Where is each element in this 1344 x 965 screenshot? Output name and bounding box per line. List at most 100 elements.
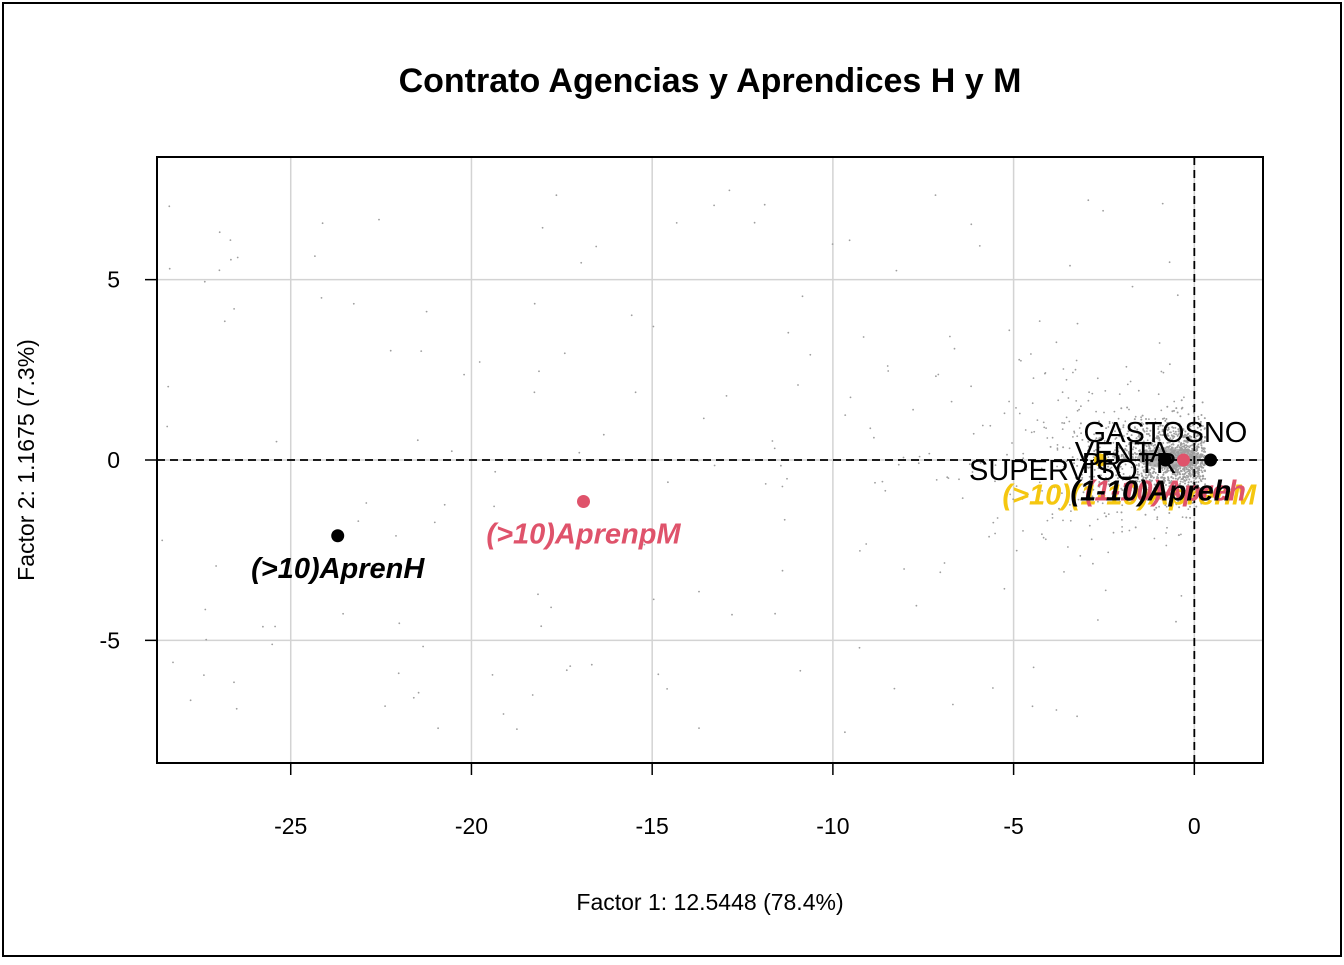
cloud-point: [1197, 418, 1200, 420]
cloud-point: [1137, 443, 1140, 446]
cloud-point: [1157, 441, 1159, 444]
cloud-point: [1031, 469, 1034, 472]
cloud-point: [1041, 490, 1043, 492]
cloud-point: [1125, 445, 1128, 447]
cloud-point: [1180, 595, 1183, 597]
cloud-point: [1081, 467, 1084, 470]
cloud-point: [233, 681, 235, 684]
cloud-point: [1098, 446, 1101, 449]
cloud-point: [1187, 448, 1189, 451]
cloud-point: [1181, 494, 1184, 497]
cloud-point: [1121, 478, 1124, 481]
cloud-point: [1147, 494, 1150, 497]
cloud-point: [1139, 437, 1141, 440]
cloud-point: [1185, 444, 1188, 447]
cloud-point: [602, 433, 605, 436]
cloud-point: [1197, 434, 1200, 437]
cloud-point: [1138, 449, 1141, 452]
cloud-point: [971, 471, 974, 473]
cloud-point: [1157, 425, 1160, 428]
cloud-point: [970, 385, 972, 388]
cloud-point: [1166, 429, 1169, 432]
cloud-point: [1142, 441, 1145, 444]
cloud-point: [433, 521, 436, 524]
cloud-point: [578, 451, 581, 454]
cloud-point: [230, 258, 232, 261]
cloud-point: [1110, 498, 1113, 500]
cloud-point: [1113, 455, 1116, 458]
cloud-point: [996, 517, 999, 519]
cloud-point: [1190, 490, 1193, 493]
cloud-point: [1161, 430, 1164, 433]
x-tick-label-4: -5: [1003, 813, 1023, 839]
cloud-point: [1152, 444, 1155, 447]
cloud-point: [1134, 439, 1137, 442]
cloud-point: [1185, 516, 1188, 519]
cloud-point: [1123, 440, 1126, 443]
cloud-point: [1200, 469, 1203, 472]
cloud-point: [1087, 399, 1090, 402]
cloud-point: [1134, 447, 1137, 450]
cloud-point: [1153, 508, 1156, 511]
cloud-point: [884, 489, 887, 492]
cloud-point: [1203, 427, 1206, 430]
cloud-point: [1061, 492, 1063, 495]
cloud-point: [1196, 493, 1199, 496]
cloud-point: [1161, 469, 1164, 471]
cloud-point: [764, 483, 767, 485]
cloud-point: [858, 646, 861, 649]
cloud-point: [1199, 420, 1202, 423]
cloud-point: [1179, 415, 1182, 418]
cloud-point: [1203, 440, 1206, 443]
cloud-point: [1152, 470, 1155, 473]
cloud-point: [1111, 482, 1113, 484]
cloud-point: [1116, 480, 1119, 483]
cloud-point: [1187, 432, 1190, 435]
cloud-point: [1128, 408, 1130, 411]
cloud-point: [1145, 495, 1148, 498]
cloud-point: [873, 436, 875, 439]
cloud-point: [1076, 458, 1079, 460]
cloud-point: [1152, 477, 1155, 479]
cloud-point: [1191, 501, 1194, 504]
cloud-point: [1204, 485, 1207, 488]
cloud-point: [1189, 435, 1192, 438]
cloud-point: [1185, 468, 1188, 471]
cloud-point: [1117, 417, 1120, 420]
cloud-point: [1022, 452, 1025, 455]
cloud-point: [1168, 497, 1171, 500]
cloud-point: [771, 440, 774, 442]
cloud-point: [1199, 479, 1202, 481]
cloud-point: [1088, 391, 1090, 394]
cloud-point: [979, 461, 982, 464]
cloud-point: [1182, 481, 1184, 483]
cloud-point: [1146, 476, 1149, 479]
cloud-point: [763, 203, 766, 206]
cloud-point: [1031, 402, 1034, 405]
cloud-point: [1049, 445, 1052, 448]
cloud-point: [1142, 469, 1145, 472]
cloud-point: [419, 571, 422, 574]
cloud-point: [1157, 393, 1160, 396]
cloud-point: [1087, 199, 1090, 202]
cloud-point: [1113, 410, 1116, 413]
cloud-point: [1200, 438, 1203, 441]
cloud-point: [1162, 434, 1165, 436]
cloud-point: [1141, 414, 1144, 417]
cloud-point: [274, 625, 276, 628]
cloud-point: [1097, 619, 1099, 621]
cloud-point: [897, 463, 900, 466]
cloud-point: [1168, 479, 1171, 482]
cloud-point: [1176, 469, 1179, 472]
cloud-point: [1203, 417, 1206, 420]
cloud-point: [1162, 446, 1165, 449]
cloud-point: [1189, 425, 1192, 428]
cloud-point: [1078, 408, 1080, 411]
cloud-point: [1070, 510, 1072, 512]
cloud-point: [1130, 466, 1133, 469]
cloud-point: [1133, 418, 1136, 421]
cloud-point: [1069, 504, 1071, 506]
cloud-point: [1138, 480, 1141, 483]
cloud-point: [1129, 487, 1132, 490]
